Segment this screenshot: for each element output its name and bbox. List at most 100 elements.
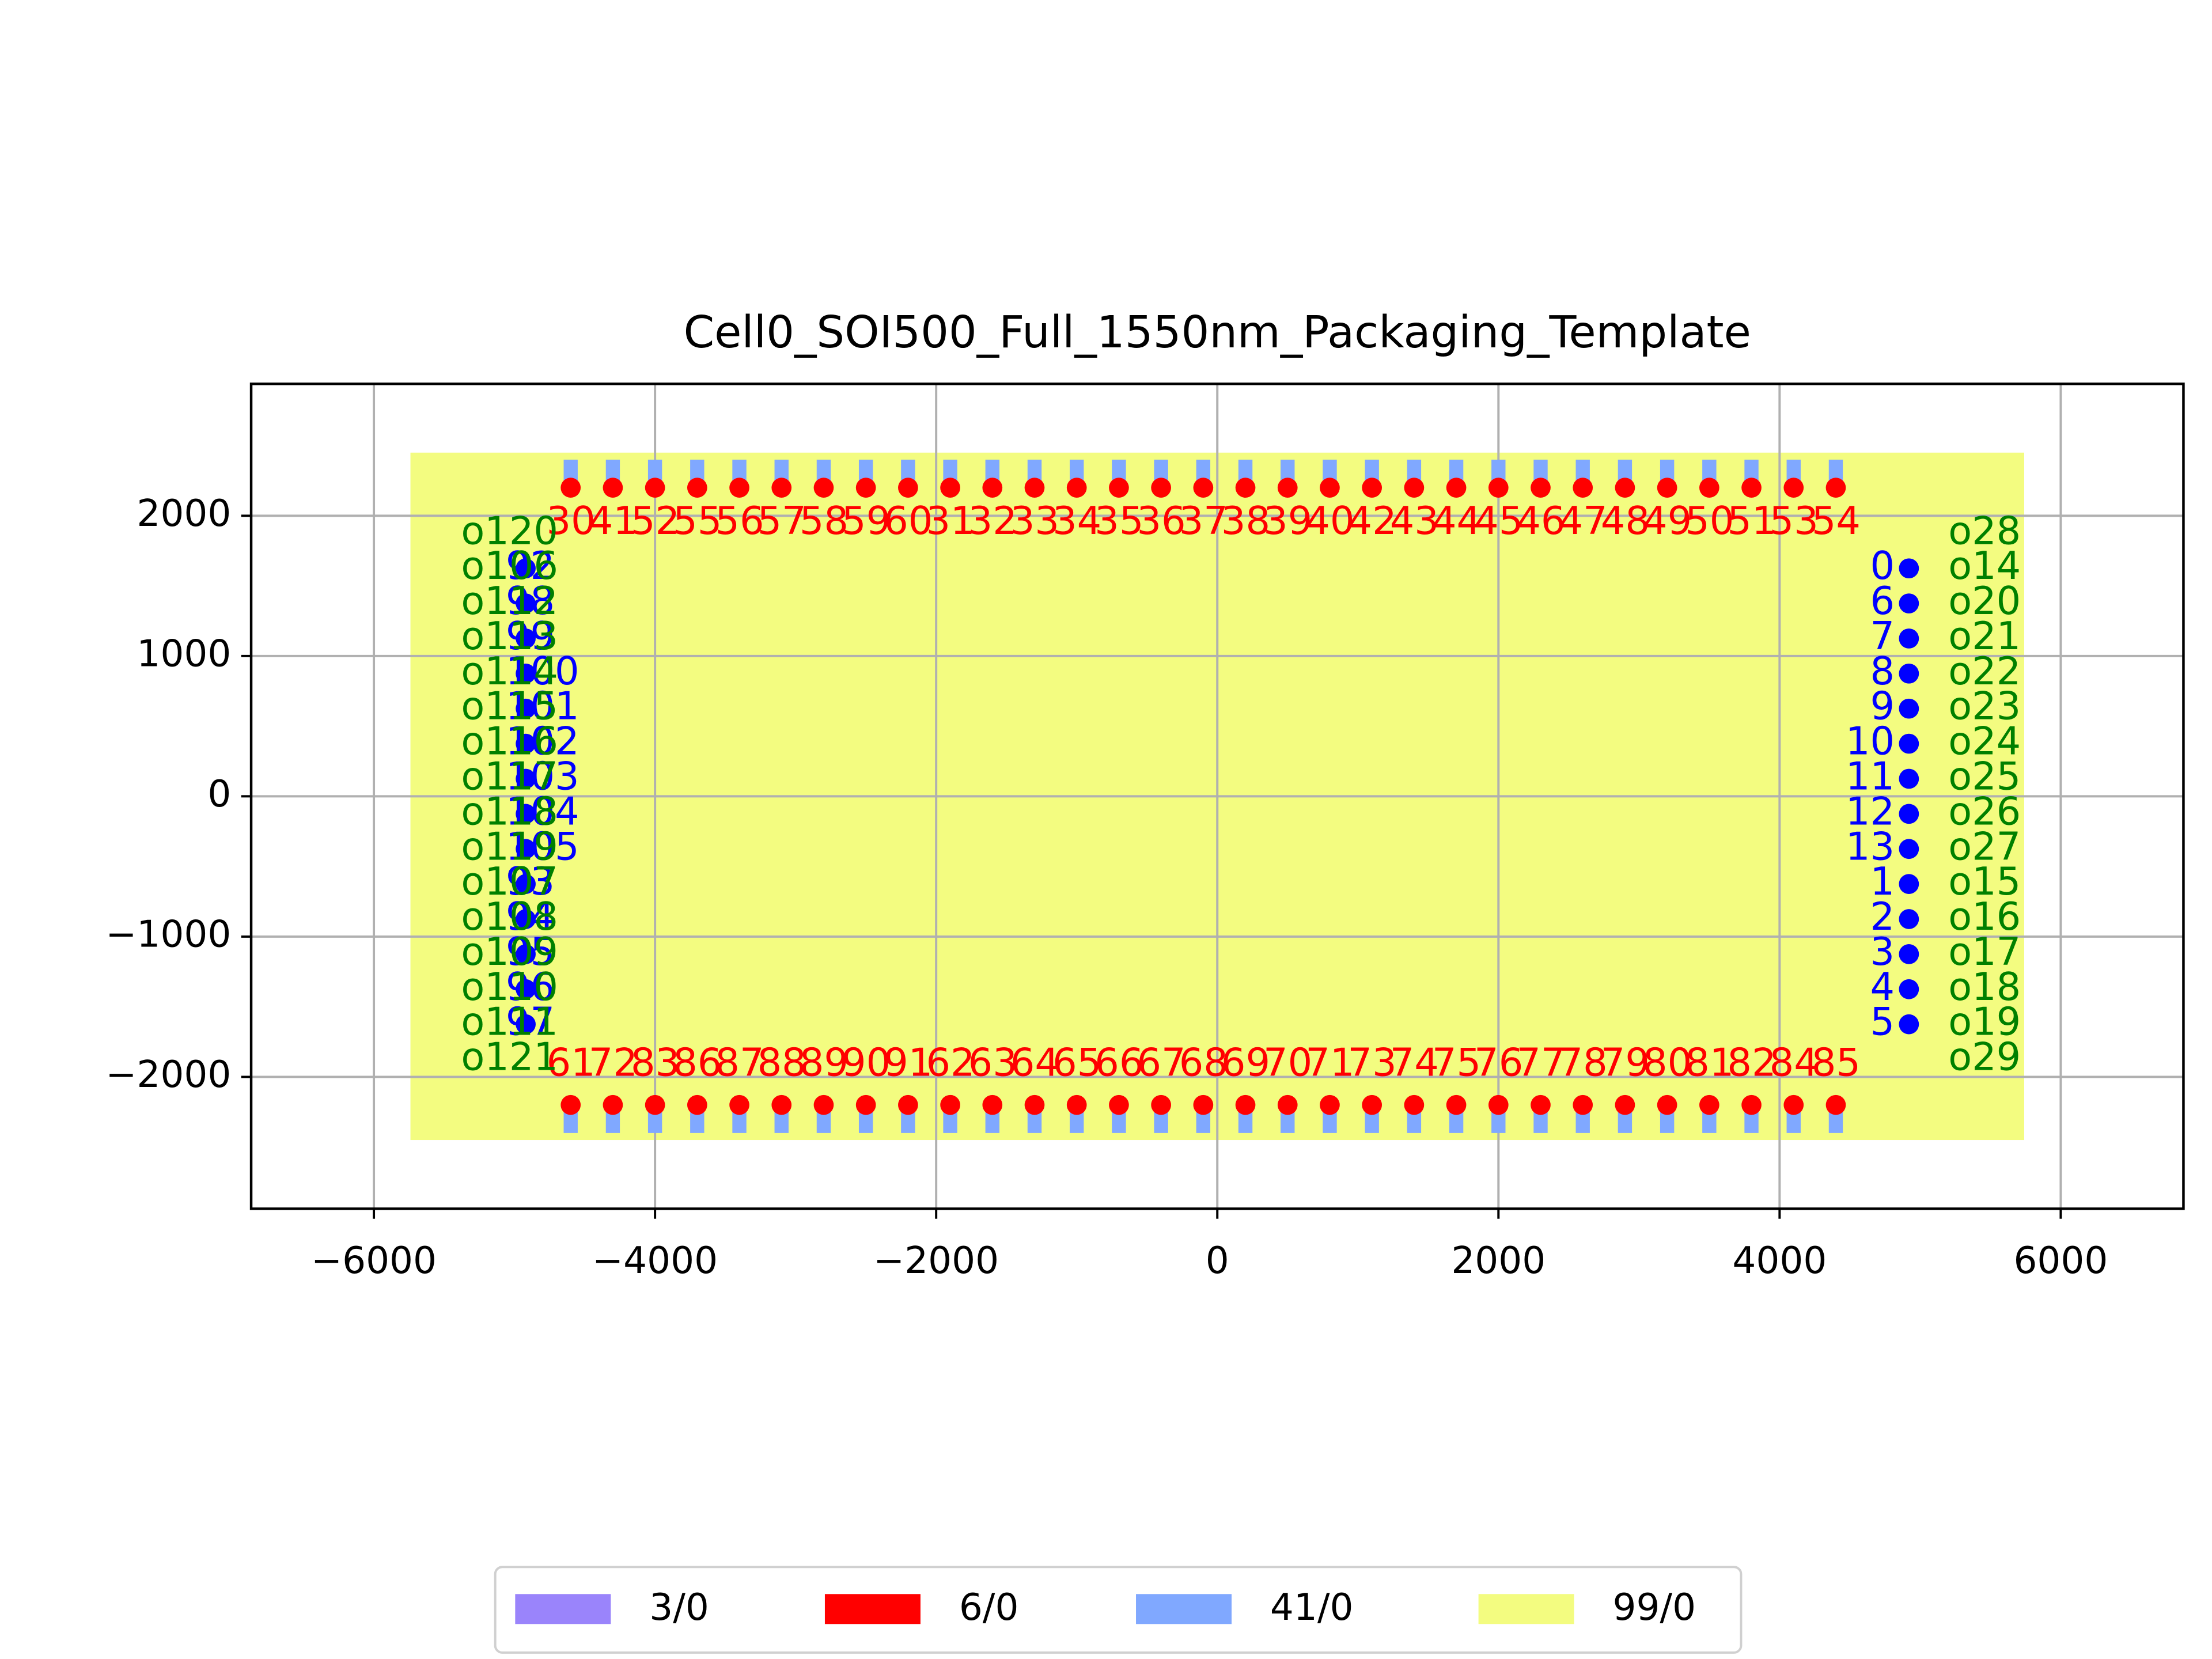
port-marker (603, 478, 623, 498)
port-label: 10 (1846, 719, 1895, 764)
port-label: o108 (461, 894, 558, 939)
port-label: o27 (1948, 824, 2021, 869)
port-label: 35 (1094, 498, 1143, 543)
port-label: 86 (673, 1040, 722, 1085)
port-label: 102 (506, 719, 579, 764)
port-label: o115 (461, 684, 558, 729)
legend: 3/0 6/0 41/0 99/0 (494, 1566, 1743, 1654)
port-label: o29 (1948, 1035, 2021, 1080)
port-label: 101 (506, 684, 579, 729)
port-label: 46 (1516, 498, 1565, 543)
port-label: 48 (1601, 498, 1650, 543)
legend-swatch (515, 1594, 611, 1624)
port-label: o14 (1948, 543, 2021, 588)
port-label: 97 (506, 999, 555, 1044)
port-marker (1024, 1094, 1045, 1115)
port-label: 62 (926, 1040, 975, 1085)
port-label: 69 (1221, 1040, 1270, 1085)
port-label: 47 (1559, 498, 1608, 543)
port-label: 58 (800, 498, 849, 543)
port-marker (1277, 1094, 1298, 1115)
legend-label: 3/0 (649, 1586, 709, 1629)
port-label: 37 (1179, 498, 1228, 543)
port-label: 70 (1263, 1040, 1312, 1085)
port-marker (855, 478, 876, 498)
port-label: 104 (506, 789, 579, 834)
port-marker (1899, 944, 1919, 964)
y-tick-label: −2000 (105, 1053, 231, 1096)
port-label: 66 (1094, 1040, 1143, 1085)
port-marker (1899, 698, 1919, 719)
port-marker (560, 1094, 581, 1115)
port-marker (1573, 1094, 1593, 1115)
port-marker (1151, 1094, 1171, 1115)
port-label: o15 (1948, 859, 2021, 904)
port-marker (1573, 478, 1593, 498)
x-tick-label: 0 (1206, 1239, 1229, 1282)
port-marker (1783, 478, 1804, 498)
port-marker (1899, 593, 1919, 613)
port-label: 7 (1870, 613, 1895, 658)
port-marker (516, 909, 536, 929)
port-label: 9 (1870, 684, 1895, 729)
x-tick-label: −4000 (592, 1239, 718, 1282)
port-marker (1899, 1014, 1919, 1035)
port-label: 1 (1870, 859, 1895, 904)
port-label: 81 (1685, 1040, 1734, 1085)
port-label: o17 (1948, 929, 2021, 974)
y-tick-label: 1000 (137, 632, 231, 675)
x-tick-label: −2000 (873, 1239, 999, 1282)
port-label: 39 (1263, 498, 1312, 543)
port-marker (1783, 1094, 1804, 1115)
port-label: 71 (1305, 1040, 1354, 1085)
port-marker (1446, 1094, 1467, 1115)
port-label: 42 (1348, 498, 1397, 543)
axes-frame (249, 382, 2185, 1210)
port-label: 89 (800, 1040, 849, 1085)
port-label: o120 (461, 508, 558, 553)
port-label: 50 (1685, 498, 1734, 543)
port-label: 78 (1559, 1040, 1608, 1085)
port-marker (560, 478, 581, 498)
port-marker (1404, 478, 1425, 498)
legend-swatch (1478, 1594, 1574, 1624)
port-marker (516, 663, 536, 684)
port-label: 90 (842, 1040, 891, 1085)
port-label: o121 (461, 1035, 558, 1080)
port-marker (516, 593, 536, 613)
port-label: o117 (461, 754, 558, 799)
port-label: 6 (1870, 578, 1895, 623)
port-label: 56 (715, 498, 764, 543)
port-label: 103 (506, 754, 579, 799)
legend-label: 6/0 (959, 1586, 1019, 1629)
port-label: o111 (461, 999, 558, 1044)
port-label: 57 (757, 498, 806, 543)
port-marker (516, 979, 536, 999)
port-marker (1404, 1094, 1425, 1115)
port-label: 73 (1348, 1040, 1397, 1085)
port-marker (1699, 1094, 1719, 1115)
port-label: 59 (842, 498, 891, 543)
port-label: 76 (1474, 1040, 1523, 1085)
port-label: 84 (1770, 1040, 1819, 1085)
port-marker (982, 1094, 1003, 1115)
port-label: 41 (589, 498, 638, 543)
port-label: 44 (1432, 498, 1481, 543)
port-marker (516, 874, 536, 894)
port-marker (1899, 804, 1919, 824)
x-tick-label: 4000 (1732, 1239, 1827, 1282)
port-marker (1488, 478, 1509, 498)
port-label: 99 (506, 613, 555, 658)
port-marker (1531, 478, 1551, 498)
port-label: o19 (1948, 999, 2021, 1044)
port-label: o20 (1948, 578, 2021, 623)
port-label: o28 (1948, 508, 2021, 553)
y-tick-label: −1000 (105, 912, 231, 956)
port-label: 54 (1812, 498, 1861, 543)
port-label: 32 (968, 498, 1017, 543)
port-label: o110 (461, 964, 558, 1009)
port-marker (603, 1094, 623, 1115)
port-label: 72 (589, 1040, 638, 1085)
port-label: o112 (461, 578, 558, 623)
